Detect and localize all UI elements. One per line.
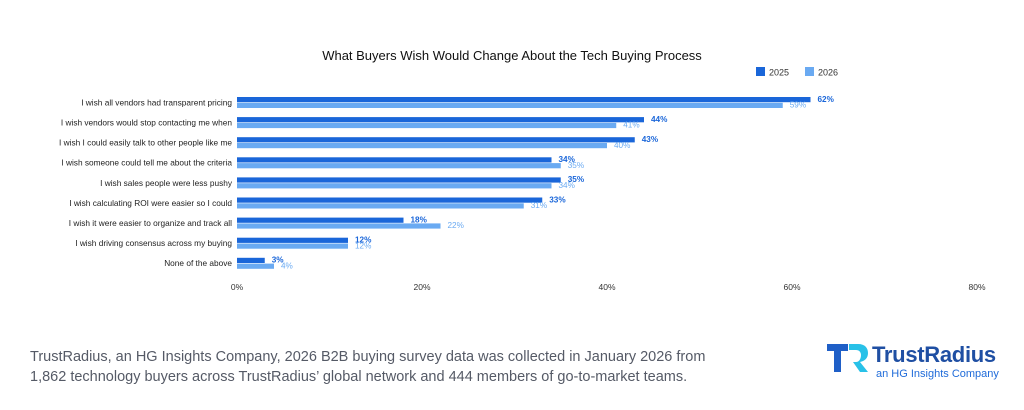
category-label: I wish I could easily talk to other peop… (59, 138, 232, 148)
data-label-2025: 33% (549, 195, 566, 204)
data-label-2025: 12% (355, 236, 372, 245)
data-label-2026: 59% (790, 101, 806, 110)
bar-2025 (237, 117, 644, 123)
data-label-2026: 31% (531, 201, 547, 210)
chart-title: What Buyers Wish Would Change About the … (322, 48, 702, 63)
bar-2026 (237, 163, 561, 169)
data-label-2026: 35% (568, 161, 584, 170)
logo-brand-name: TrustRadius (872, 342, 996, 367)
bar-2026 (237, 263, 274, 269)
data-label-2026: 22% (448, 221, 464, 230)
data-label-2026: 12% (355, 241, 371, 250)
category-label: I wish all vendors had transparent prici… (81, 97, 232, 107)
category-label: I wish driving consensus across my buyin… (75, 238, 232, 248)
bar-2025 (237, 97, 811, 103)
category-label: I wish calculating ROI were easier so I … (69, 198, 232, 208)
bar-2026 (237, 203, 524, 209)
plot-area: I wish all vendors had transparent prici… (59, 95, 835, 271)
footnote-line-2: 1,862 technology buyers across TrustRadi… (30, 369, 688, 385)
legend-label-2026: 2026 (818, 68, 838, 78)
x-tick-label: 40% (598, 282, 615, 292)
survey-footnote: TrustRadius, an HG Insights Company, 202… (30, 347, 730, 387)
trustradius-logo-mark-icon (827, 344, 868, 372)
x-tick-label: 20% (413, 282, 430, 292)
x-tick-label: 0% (231, 282, 244, 292)
category-label: I wish it were easier to organize and tr… (69, 218, 232, 228)
data-label-2025: 43% (642, 135, 659, 144)
category-label: I wish vendors would stop contacting me … (61, 118, 232, 128)
bar-2025 (237, 217, 404, 223)
bar-2025 (237, 257, 265, 263)
legend-swatch-2026 (805, 67, 814, 76)
data-label-2026: 41% (623, 121, 639, 130)
legend-swatch-2025 (756, 67, 765, 76)
data-label-2025: 18% (411, 215, 428, 224)
bar-2026 (237, 243, 348, 249)
chart-legend: 2025 2026 (756, 67, 838, 78)
data-label-2025: 35% (568, 175, 585, 184)
category-label: None of the above (164, 258, 232, 268)
bar-2025 (237, 157, 552, 163)
data-label-2025: 34% (559, 155, 576, 164)
bar-2025 (237, 197, 543, 203)
data-label-2026: 4% (281, 261, 293, 270)
data-label-2025: 44% (651, 115, 668, 124)
category-label: I wish sales people were less pushy (100, 178, 233, 188)
x-tick-label: 60% (783, 282, 800, 292)
bar-2026 (237, 143, 607, 149)
bar-chart: What Buyers Wish Would Change About the … (59, 48, 986, 292)
data-label-2025: 3% (272, 256, 285, 265)
x-axis: 0% 20% 40% 60% 80% (231, 282, 986, 292)
bar-2026 (237, 102, 783, 108)
footnote-line-1: TrustRadius, an HG Insights Company, 202… (30, 349, 706, 365)
bar-2025 (237, 137, 635, 143)
bar-2025 (237, 177, 561, 183)
bar-2025 (237, 237, 348, 243)
bar-2026 (237, 183, 552, 189)
data-label-2026: 34% (559, 181, 575, 190)
bar-2026 (237, 223, 441, 229)
logo-tagline: an HG Insights Company (876, 368, 999, 380)
bar-2026 (237, 122, 617, 129)
data-label-2025: 62% (818, 95, 835, 104)
data-label-2026: 40% (614, 141, 630, 150)
category-label: I wish someone could tell me about the c… (61, 158, 232, 168)
trustradius-logo: TrustRadius an HG Insights Company (826, 340, 1006, 384)
x-tick-label: 80% (968, 282, 985, 292)
legend-label-2025: 2025 (769, 68, 789, 78)
